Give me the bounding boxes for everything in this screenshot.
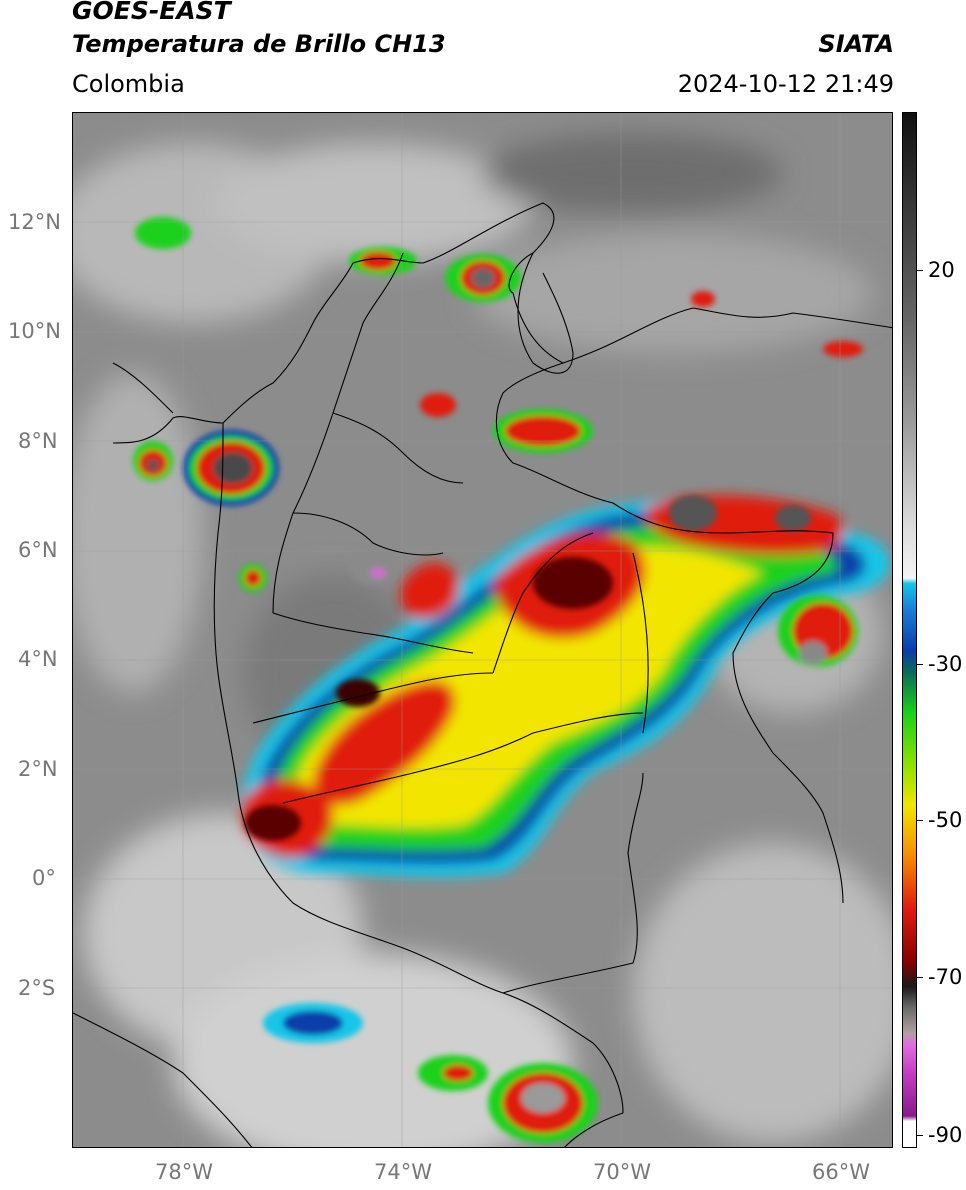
political-borders: [73, 202, 892, 1147]
map-canvas: [73, 113, 892, 1147]
satellite-map[interactable]: [72, 112, 893, 1148]
lat-label-2n: 2°N: [18, 757, 58, 781]
lat-label-6n: 6°N: [18, 538, 58, 562]
datetime-label: 2024-10-12 21:49: [677, 70, 894, 98]
lat-label-4n: 4°N: [18, 647, 58, 671]
temperature-colorbar: [902, 112, 917, 1148]
lat-label-8n: 8°N: [18, 429, 58, 453]
colorbar-tick-20: 20: [928, 258, 955, 282]
lon-label-66w: 66°W: [812, 1160, 870, 1184]
colorbar-tick-neg90: -90: [928, 1123, 963, 1147]
region-label: Colombia: [72, 70, 185, 98]
organization-label: SIATA: [818, 30, 894, 58]
colorbar-tick-neg50: -50: [928, 808, 963, 832]
colorbar-tick-neg70: -70: [928, 965, 963, 989]
lat-label-2s: 2°S: [18, 976, 56, 1000]
satellite-title: GOES-EAST: [72, 0, 231, 25]
lon-label-70w: 70°W: [593, 1160, 651, 1184]
lat-label-10n: 10°N: [8, 319, 61, 343]
graticule: [73, 113, 892, 1147]
product-title: Temperatura de Brillo CH13: [72, 30, 446, 58]
lon-label-74w: 74°W: [374, 1160, 432, 1184]
colorbar-tick-neg30: -30: [928, 652, 963, 676]
lat-label-0: 0°: [32, 866, 56, 890]
lon-label-78w: 78°W: [155, 1160, 213, 1184]
lat-label-12n: 12°N: [8, 210, 61, 234]
